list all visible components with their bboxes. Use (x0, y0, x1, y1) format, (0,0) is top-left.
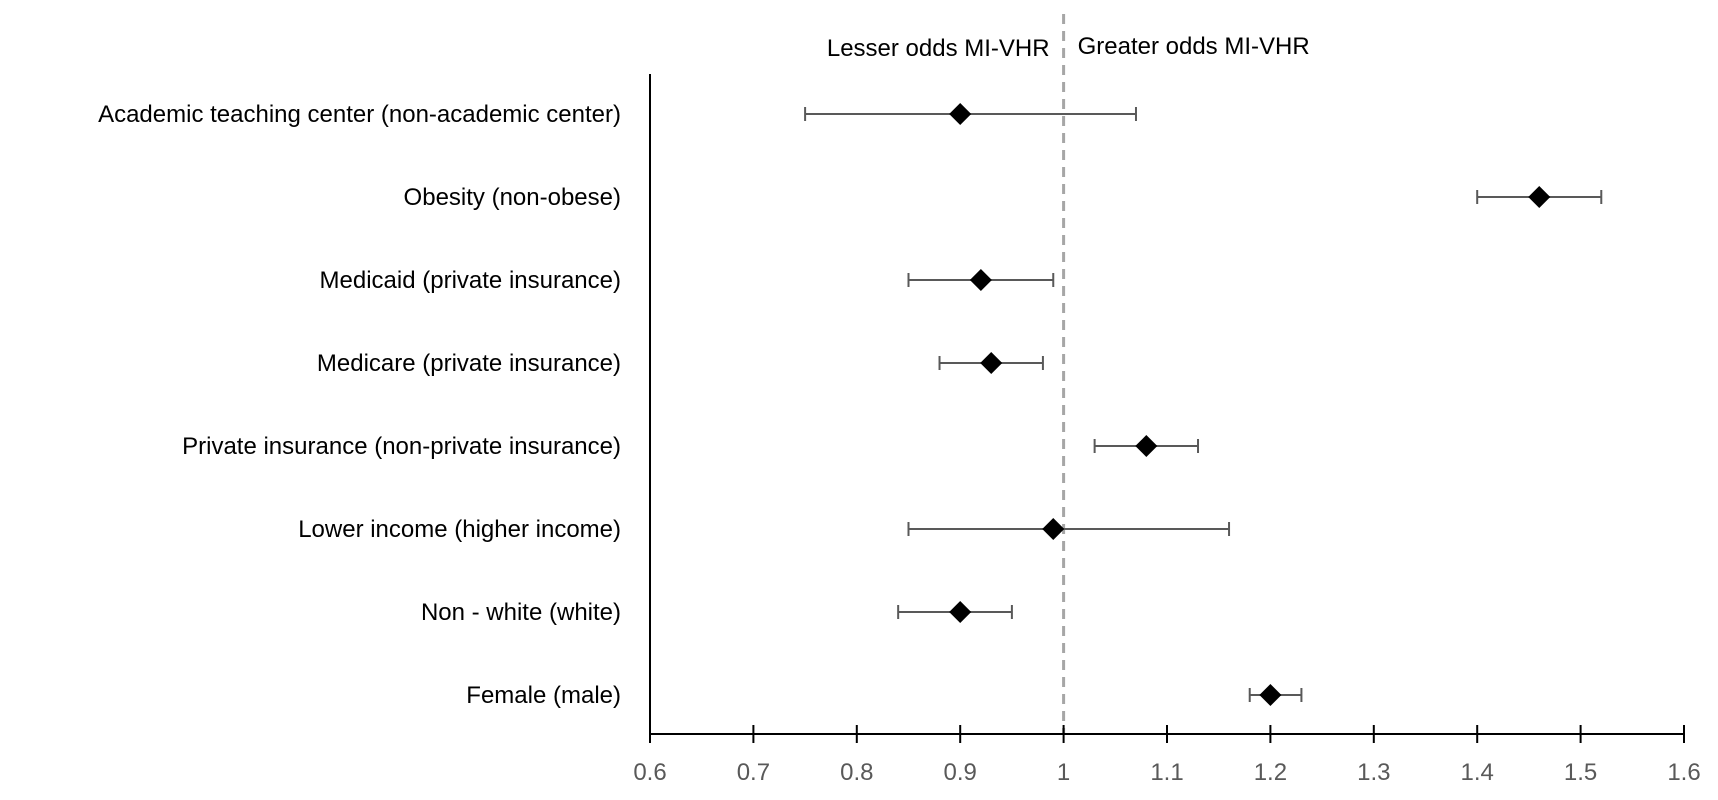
category-labels: Academic teaching center (non-academic c… (98, 101, 621, 709)
x-tick-label: 1.5 (1564, 759, 1597, 786)
x-tick-label: 0.8 (840, 759, 873, 786)
x-tick-label: 1 (1057, 759, 1070, 786)
category-label: Obesity (non-obese) (404, 184, 621, 211)
category-label: Private insurance (non-private insurance… (182, 433, 621, 460)
estimate-marker (949, 601, 972, 623)
category-label: Non - white (white) (421, 599, 621, 626)
category-label: Female (male) (466, 682, 621, 709)
x-tick-label: 1.3 (1357, 759, 1390, 786)
category-label: Lower income (higher income) (298, 516, 621, 543)
x-tick-label: 1.6 (1667, 759, 1700, 786)
estimate-marker (1042, 518, 1065, 540)
category-label: Medicare (private insurance) (317, 350, 621, 377)
category-label: Academic teaching center (non-academic c… (98, 101, 621, 128)
axes (649, 74, 1684, 735)
error-bar (907, 522, 1231, 536)
x-tick-label: 0.9 (944, 759, 977, 786)
estimate-marker (980, 352, 1003, 374)
greater-odds-annotation: Greater odds MI-VHR (1078, 33, 1310, 60)
estimate-marker (1259, 684, 1282, 706)
lesser-odds-annotation: Lesser odds MI-VHR (827, 35, 1050, 62)
estimate-marker (1135, 435, 1158, 457)
error-bars (804, 107, 1603, 702)
category-label: Medicaid (private insurance) (320, 267, 621, 294)
x-tick-label: 1.2 (1254, 759, 1287, 786)
x-tick-label: 1.1 (1150, 759, 1183, 786)
estimate-marker (1528, 186, 1551, 208)
estimate-marker (969, 269, 992, 291)
x-tick-label: 0.6 (633, 759, 666, 786)
x-tick-label: 0.7 (737, 759, 770, 786)
x-axis-ticks: 0.6 0.7 0.8 0.9 1 1.1 1.2 1.3 1.4 1.5 1.6 (633, 725, 1701, 786)
point-estimates (949, 103, 1551, 706)
x-tick-label: 1.4 (1461, 759, 1494, 786)
estimate-marker (949, 103, 972, 125)
